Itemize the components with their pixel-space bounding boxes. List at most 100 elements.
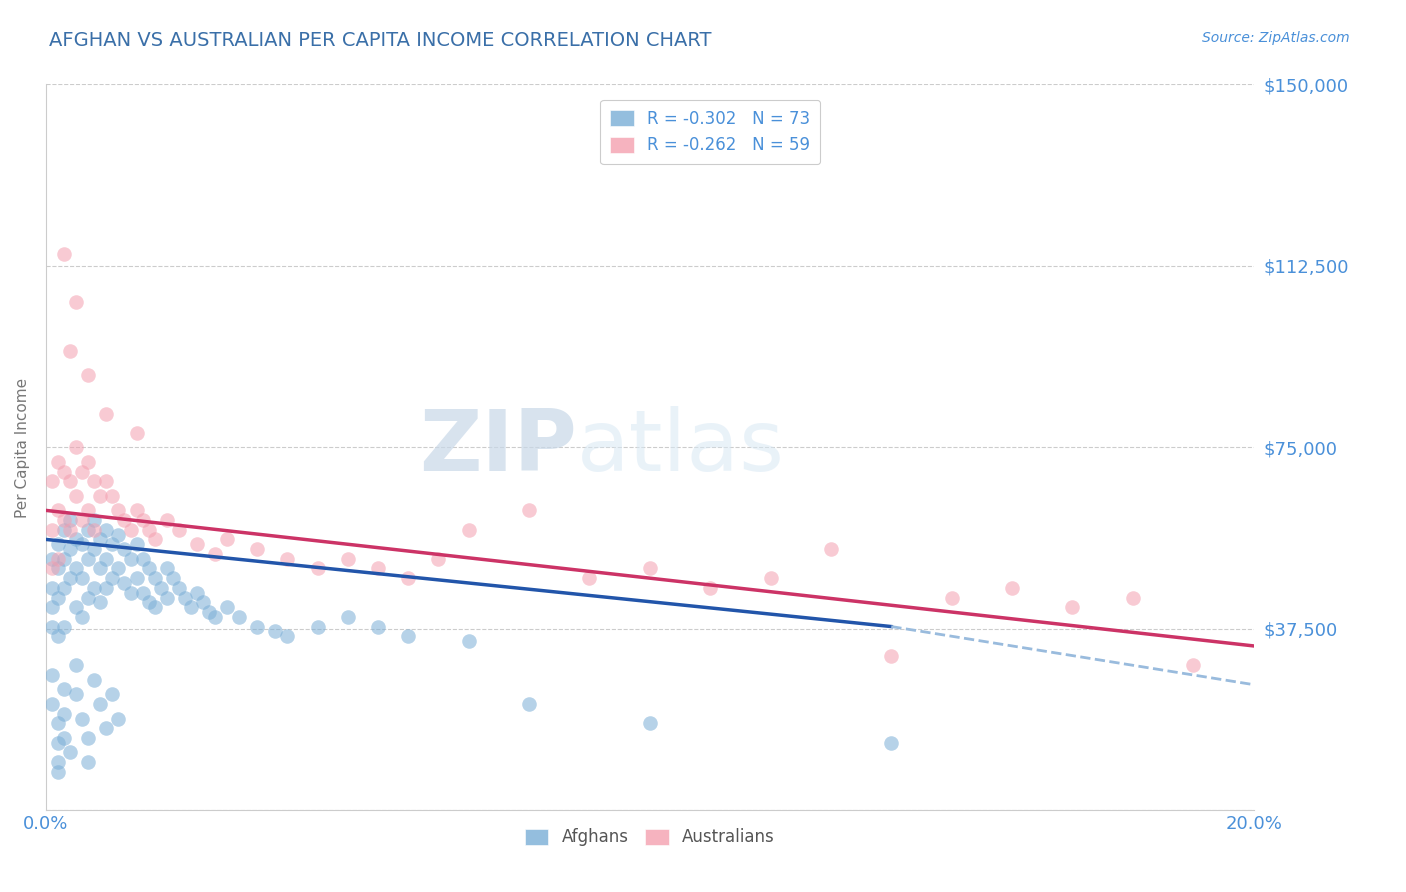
Point xyxy=(46,764,69,779)
Point xyxy=(180,600,202,615)
Point xyxy=(107,561,129,575)
Point xyxy=(578,571,600,585)
Point xyxy=(107,503,129,517)
Point xyxy=(46,591,69,605)
Point xyxy=(941,591,963,605)
Point xyxy=(143,600,166,615)
Point xyxy=(77,755,100,769)
Point xyxy=(77,731,100,745)
Point xyxy=(156,513,179,527)
Point xyxy=(89,595,111,609)
Point xyxy=(1062,600,1084,615)
Point xyxy=(83,523,105,537)
Point xyxy=(143,533,166,547)
Point xyxy=(96,475,118,489)
Point xyxy=(77,523,100,537)
Point xyxy=(186,537,208,551)
Point xyxy=(89,697,111,711)
Point xyxy=(83,475,105,489)
Point xyxy=(246,542,269,557)
Point xyxy=(46,755,69,769)
Point xyxy=(307,619,329,633)
Point xyxy=(457,634,479,648)
Point xyxy=(59,571,82,585)
Point xyxy=(427,551,450,566)
Point xyxy=(457,523,479,537)
Point xyxy=(41,581,63,595)
Point xyxy=(53,731,76,745)
Point xyxy=(65,658,87,673)
Legend: Afghans, Australians: Afghans, Australians xyxy=(519,822,782,853)
Point xyxy=(89,489,111,503)
Text: ZIP: ZIP xyxy=(419,406,578,489)
Point xyxy=(89,561,111,575)
Point xyxy=(41,475,63,489)
Point xyxy=(167,581,190,595)
Point xyxy=(41,523,63,537)
Point xyxy=(228,610,250,624)
Point xyxy=(96,551,118,566)
Point xyxy=(65,561,87,575)
Point xyxy=(120,585,142,599)
Point xyxy=(46,551,69,566)
Point xyxy=(1122,591,1144,605)
Point xyxy=(198,605,221,619)
Point xyxy=(131,585,153,599)
Point xyxy=(59,746,82,760)
Point xyxy=(156,561,179,575)
Point xyxy=(107,712,129,726)
Point xyxy=(396,571,419,585)
Point xyxy=(70,465,93,479)
Point xyxy=(65,687,87,701)
Point xyxy=(367,561,389,575)
Text: Source: ZipAtlas.com: Source: ZipAtlas.com xyxy=(1202,31,1350,45)
Point xyxy=(65,295,87,310)
Point xyxy=(96,523,118,537)
Point xyxy=(307,561,329,575)
Point xyxy=(77,591,100,605)
Point xyxy=(96,407,118,421)
Point xyxy=(396,629,419,643)
Point xyxy=(173,591,195,605)
Point xyxy=(41,561,63,575)
Point xyxy=(65,489,87,503)
Point xyxy=(59,542,82,557)
Point xyxy=(138,523,160,537)
Point xyxy=(114,513,136,527)
Point xyxy=(101,687,124,701)
Point xyxy=(217,533,239,547)
Point xyxy=(125,571,148,585)
Point xyxy=(53,581,76,595)
Point xyxy=(276,629,298,643)
Point xyxy=(70,513,93,527)
Point xyxy=(114,542,136,557)
Point xyxy=(880,648,903,663)
Point xyxy=(156,591,179,605)
Point xyxy=(336,610,359,624)
Point xyxy=(217,600,239,615)
Point xyxy=(517,503,540,517)
Point xyxy=(143,571,166,585)
Point xyxy=(65,533,87,547)
Point xyxy=(820,542,842,557)
Point xyxy=(53,465,76,479)
Point xyxy=(204,547,226,561)
Point xyxy=(167,523,190,537)
Point xyxy=(638,716,661,731)
Point xyxy=(1182,658,1205,673)
Point xyxy=(53,513,76,527)
Point xyxy=(53,619,76,633)
Point xyxy=(46,629,69,643)
Point xyxy=(41,697,63,711)
Point xyxy=(138,595,160,609)
Point xyxy=(46,736,69,750)
Point xyxy=(46,716,69,731)
Point xyxy=(114,576,136,591)
Y-axis label: Per Capita Income: Per Capita Income xyxy=(15,377,30,517)
Point xyxy=(83,513,105,527)
Point xyxy=(880,736,903,750)
Point xyxy=(83,542,105,557)
Point xyxy=(53,682,76,697)
Point xyxy=(77,503,100,517)
Point xyxy=(101,571,124,585)
